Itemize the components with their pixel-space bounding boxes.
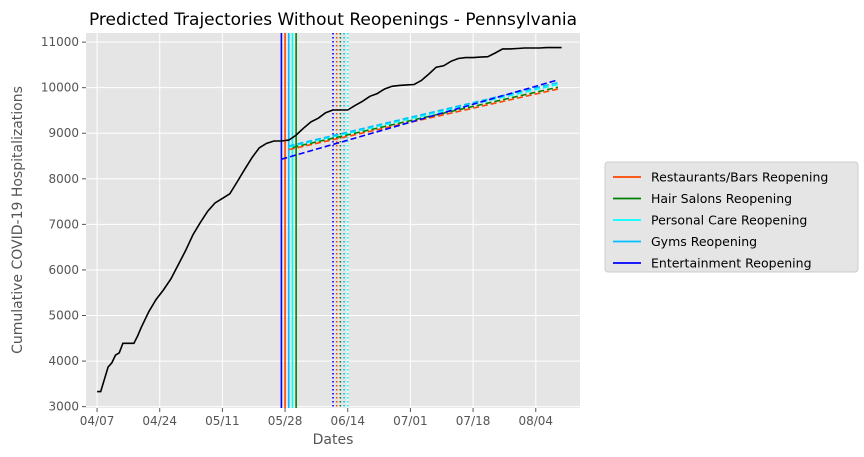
grid xyxy=(86,33,580,408)
y-tick-label: 6000 xyxy=(48,263,79,277)
x-tick-label: 04/24 xyxy=(142,414,177,428)
y-axis-label: Cumulative COVID-19 Hospitalizations xyxy=(10,86,26,354)
observed-series xyxy=(97,46,562,393)
y-tick-label: 5000 xyxy=(48,309,79,323)
prediction-line xyxy=(288,81,559,147)
prediction-line xyxy=(281,79,559,160)
legend-label: Restaurants/Bars Reopening xyxy=(651,170,828,185)
legend-label: Personal Care Reopening xyxy=(651,213,807,228)
y-tick-label: 10000 xyxy=(41,81,79,95)
x-axis-ticks: 04/07 04/24 05/11 05/28 06/14 07/01 07/18 08/04 xyxy=(80,408,553,428)
y-tick-label: 8000 xyxy=(48,172,79,186)
x-tick-label: 05/11 xyxy=(205,414,240,428)
x-tick-label: 06/14 xyxy=(330,414,365,428)
prediction-lines xyxy=(281,79,559,160)
reopening-lines xyxy=(280,33,349,408)
x-tick-label: 07/01 xyxy=(393,414,428,428)
y-tick-label: 3000 xyxy=(48,400,79,414)
y-tick-label: 11000 xyxy=(41,35,79,49)
y-tick-label: 7000 xyxy=(48,217,79,231)
x-tick-label: 08/04 xyxy=(518,414,553,428)
observed-line xyxy=(97,46,562,393)
legend-label: Hair Salons Reopening xyxy=(651,191,792,206)
legend-label: Gyms Reopening xyxy=(651,234,757,249)
y-tick-label: 4000 xyxy=(48,354,79,368)
x-axis-label: Dates xyxy=(313,432,354,448)
chart-title: Predicted Trajectories Without Reopening… xyxy=(89,10,577,30)
legend-box xyxy=(604,161,859,273)
prediction-line xyxy=(288,83,559,148)
x-tick-label: 05/28 xyxy=(268,414,303,428)
y-tick-label: 9000 xyxy=(48,126,79,140)
legend-label: Entertainment Reopening xyxy=(651,256,812,271)
x-tick-label: 07/18 xyxy=(456,414,491,428)
y-axis-ticks: 3000 4000 5000 6000 7000 8000 9000 10000 11000 xyxy=(41,35,86,414)
x-tick-label: 04/07 xyxy=(80,414,115,428)
legend: Restaurants/Bars Reopening Hair Salons Re… xyxy=(604,161,859,273)
